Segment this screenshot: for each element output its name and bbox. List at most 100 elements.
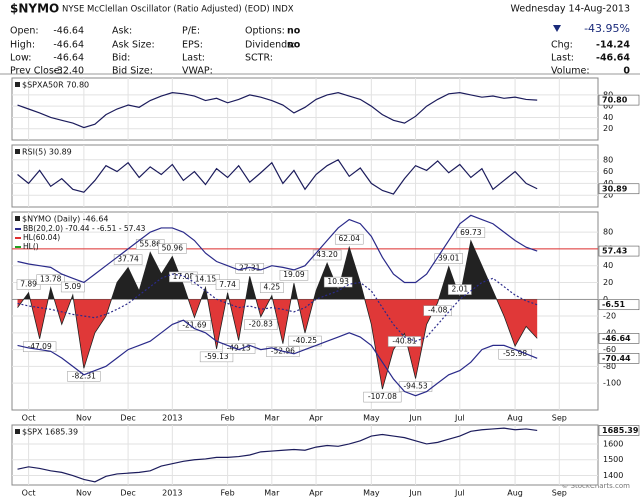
x-tick-label: Oct [22, 414, 36, 423]
field-label: High: [10, 40, 35, 51]
annotation-box [215, 279, 240, 291]
annotation: 13.78 [40, 275, 62, 284]
field-label: VWAP: [182, 66, 213, 77]
annotation: 55.86 [139, 239, 161, 248]
field-label: Bid: [112, 53, 130, 64]
x-tick-label: Dec [120, 489, 135, 498]
annotation: 4.25 [263, 283, 280, 292]
last-value-tag [598, 299, 640, 311]
annotation: 7.74 [219, 280, 236, 289]
x-tick-label: Oct [22, 489, 36, 498]
x-tick-label: Aug [507, 489, 523, 498]
line [17, 214, 538, 284]
field-label: Chg: [551, 40, 573, 51]
field-value: -46.64 [53, 53, 84, 64]
title-swatch [15, 149, 20, 154]
y-tick-label: -100 [603, 379, 621, 388]
y-tick-label: 1500 [603, 455, 623, 464]
last-value-tag [598, 333, 640, 344]
last-value-label: -70.44 [602, 354, 631, 363]
panel-frame [11, 77, 599, 141]
x-tick-label: Nov [76, 489, 92, 498]
annotation: -4.08 [428, 306, 448, 315]
x-tick-label: Jun [408, 489, 422, 498]
field-value: no [287, 40, 301, 51]
x-tick-label: Jun [408, 414, 422, 423]
annotation-box [158, 243, 187, 254]
x-tick-label: Mar [264, 489, 280, 498]
x-tick-label: Apr [309, 489, 324, 498]
field-value: -32.40 [53, 66, 84, 77]
x-tick-label: Feb [221, 489, 235, 498]
annotation: -59.13 [204, 352, 228, 361]
line [17, 158, 538, 195]
annotation: 2.01 [451, 285, 468, 294]
field-label: Ask: [112, 26, 132, 37]
field-label: Bid Size: [112, 66, 153, 77]
x-tick-label: Jul [454, 414, 465, 423]
change-pct: -43.95% [584, 22, 630, 35]
field-label: Last: [551, 53, 574, 64]
panel: Oct Nov Dec 2013 Feb Mar Apr May Jun Jul Aug Sep 140… [11, 424, 640, 498]
line [17, 427, 538, 483]
symbol: $NYMO [10, 2, 59, 16]
field-label: Last: [182, 53, 205, 64]
x-tick-label: May [363, 414, 380, 423]
annotation-box [222, 343, 256, 354]
x-tick-label: Apr [309, 414, 324, 423]
y-tick-label: 20 [603, 278, 613, 287]
annotation-box [363, 391, 402, 403]
last-value-tag [598, 183, 640, 195]
annotation-box [259, 282, 284, 293]
x-tick-label: Dec [120, 414, 135, 423]
field-label: Ask Size: [112, 40, 155, 51]
annotation-box [60, 281, 85, 293]
x-tick-label: 2013 [162, 489, 182, 498]
field-label: EPS: [182, 40, 203, 51]
panel-frame [11, 144, 599, 208]
annotation: 37.74 [117, 255, 139, 264]
panel: 2040608070.80$SPXA50R 70.80 [11, 77, 640, 141]
annotation: -40.81 [392, 336, 416, 345]
field-label: Options: [245, 26, 285, 37]
field-value: -46.64 [596, 53, 630, 64]
title-swatch [15, 216, 20, 221]
annotation: -40.25 [293, 336, 317, 345]
legend-label: HL(60.04) [23, 233, 60, 242]
annotation: 62.04 [338, 234, 360, 243]
title-swatch [15, 429, 20, 434]
annotation: -82.31 [72, 371, 96, 380]
x-tick-label: Feb [221, 414, 235, 423]
annotation-box [288, 335, 322, 347]
x-tick-label: Sep [552, 489, 567, 498]
annotation-box [423, 305, 452, 316]
panel-title: $SPXA50R 70.80 [22, 81, 89, 90]
panel: Oct Nov Dec 2013 Feb Mar Apr May Jun Jul Aug Sep -10… [11, 211, 640, 423]
area-positive [17, 240, 538, 300]
annotation-box [447, 284, 472, 295]
field-value: -14.24 [596, 40, 630, 51]
field-label: Low: [10, 53, 31, 64]
line [17, 92, 538, 129]
field-label: SCTR: [245, 53, 273, 64]
watermark: © StockCharts.com [561, 482, 630, 490]
annotation-box [434, 253, 463, 264]
annotation-box [323, 276, 353, 288]
y-tick-label: 40 [603, 261, 613, 270]
field-label: Open: [10, 26, 39, 37]
annotation: -47.09 [28, 342, 52, 351]
x-tick-label: Aug [507, 414, 523, 423]
x-tick-label: Nov [76, 414, 92, 423]
y-tick-label: 60 [603, 102, 613, 111]
last-value-label: 1685.39 [602, 426, 639, 435]
date: Wednesday 14-Aug-2013 [511, 4, 630, 15]
title-swatch [15, 82, 20, 87]
last-value-label: 57.43 [602, 247, 627, 256]
y-tick-label: 1400 [603, 471, 623, 480]
annotation-box [191, 274, 220, 285]
annotation: -94.53 [403, 382, 427, 391]
y-tick-label: 20 [603, 191, 613, 200]
field-value: -46.64 [53, 40, 84, 51]
annotation: 19.09 [283, 270, 305, 279]
